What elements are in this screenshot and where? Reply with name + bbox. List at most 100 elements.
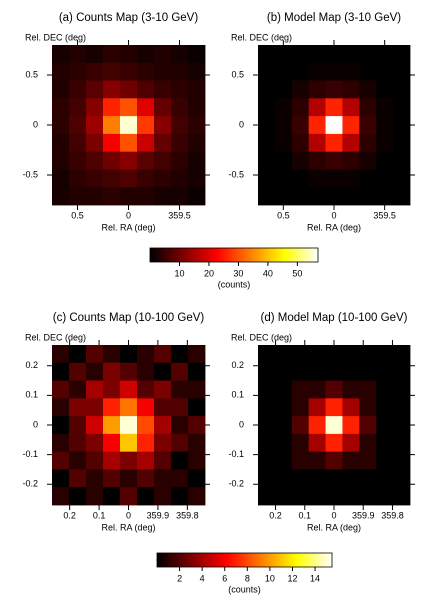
heatmap-cell xyxy=(103,80,121,99)
heatmap-cell xyxy=(342,451,360,470)
colorbar-tick-label: 20 xyxy=(204,268,214,278)
heatmap-cell xyxy=(69,133,87,153)
heatmap-cell xyxy=(291,151,310,170)
y-tick-label: -0.5 xyxy=(22,169,38,179)
heatmap-cell xyxy=(52,169,70,188)
heatmap-cell xyxy=(393,98,411,117)
chart-title: (b) Model Map (3-10 GeV) xyxy=(267,12,401,24)
heatmap-cell xyxy=(154,469,172,488)
heatmap-cell xyxy=(69,98,87,117)
heatmap-cell xyxy=(325,62,343,81)
heatmap-cell xyxy=(359,80,377,99)
colorbar-tick-label: 6 xyxy=(222,573,227,583)
heatmap-cell xyxy=(171,169,189,188)
x-tick-label: 0 xyxy=(331,510,336,520)
y-tick-label: 0 xyxy=(239,419,244,429)
heatmap-cell xyxy=(359,469,377,488)
heatmap-cell xyxy=(120,133,138,153)
heatmap-cell xyxy=(393,398,411,417)
heatmap-cell xyxy=(291,451,310,470)
heatmap-cell xyxy=(342,169,360,188)
heatmap-cell xyxy=(137,487,155,506)
heatmap-cell xyxy=(393,116,411,135)
heatmap-cell xyxy=(86,362,104,381)
heatmap-cell xyxy=(52,380,70,399)
heatmap-cell xyxy=(120,469,138,488)
heatmap-cell xyxy=(291,45,310,64)
heatmap-cell xyxy=(342,380,360,399)
x-axis-label: Rel. RA (deg) xyxy=(307,222,361,232)
heatmap-cell xyxy=(325,45,343,64)
heatmap-cell xyxy=(154,398,172,417)
heatmap-cell xyxy=(274,133,293,153)
heatmap-cell xyxy=(188,169,206,188)
heatmap-cell xyxy=(154,62,172,81)
heatmap-cell xyxy=(258,416,276,435)
colorbar-tick-label: 50 xyxy=(292,268,302,278)
heatmap-cell xyxy=(393,45,411,64)
heatmap-cell xyxy=(359,133,377,153)
heatmap-cell xyxy=(120,433,138,453)
heatmap-cell xyxy=(188,433,206,453)
heatmap-cell xyxy=(359,62,377,81)
y-tick-label: 0 xyxy=(33,419,38,429)
heatmap-cell xyxy=(103,433,121,453)
y-tick-label: 0.2 xyxy=(231,360,244,370)
heatmap-cell xyxy=(52,151,70,170)
heatmap-cell xyxy=(154,380,172,399)
heatmap-cell xyxy=(137,116,155,135)
heatmap-cell xyxy=(188,451,206,470)
heatmap-cell xyxy=(342,487,360,506)
heatmap-cell xyxy=(274,45,293,64)
heatmap-cell xyxy=(308,380,326,399)
heatmap-cell xyxy=(308,116,326,135)
heatmap-cell xyxy=(376,80,394,99)
heatmap-cell xyxy=(103,187,121,206)
heatmap-cell xyxy=(86,380,104,399)
y-tick-label: 0.1 xyxy=(25,390,38,400)
heatmap-cell xyxy=(325,380,343,399)
heatmap-cell xyxy=(258,151,276,170)
heatmap-cell xyxy=(154,169,172,188)
heatmap-cell xyxy=(120,45,138,64)
heatmap-cell xyxy=(376,187,394,206)
heatmap-cell xyxy=(137,398,155,417)
colorbar-label: (counts) xyxy=(228,584,261,594)
heatmap-cell xyxy=(308,362,326,381)
heatmap-cell xyxy=(325,116,343,135)
heatmap-cell xyxy=(376,451,394,470)
chart-title: (a) Counts Map (3-10 GeV) xyxy=(59,12,199,24)
heatmap-cell xyxy=(258,62,276,81)
heatmap-cell xyxy=(342,98,360,117)
colorbar-tick-label: 30 xyxy=(233,268,243,278)
heatmap-cell xyxy=(137,133,155,153)
heatmap-cell xyxy=(120,487,138,506)
heatmap-cell xyxy=(291,487,310,506)
heatmap-cell xyxy=(120,151,138,170)
heatmap-cell xyxy=(342,362,360,381)
heatmap-cell xyxy=(376,398,394,417)
heatmap-cell xyxy=(393,133,411,153)
heatmap-cell xyxy=(359,98,377,117)
heatmap-cell xyxy=(188,62,206,81)
heatmap-cell xyxy=(308,433,326,453)
heatmap-cell xyxy=(342,45,360,64)
heatmap-cell xyxy=(137,451,155,470)
x-tick-label: 359.8 xyxy=(381,510,404,520)
heatmap-cell xyxy=(188,398,206,417)
heatmap-cell xyxy=(86,433,104,453)
heatmap-cell xyxy=(342,116,360,135)
heatmap-cell xyxy=(52,398,70,417)
heatmap-cell xyxy=(69,451,87,470)
heatmap-cell xyxy=(274,151,293,170)
heatmap-cell xyxy=(188,345,206,364)
heatmap-cell xyxy=(258,487,276,506)
heatmap-cell xyxy=(325,487,343,506)
x-tick-label: 0 xyxy=(126,210,131,220)
heatmap-cell xyxy=(308,151,326,170)
heatmap-cell xyxy=(342,80,360,99)
heatmap-cell xyxy=(171,98,189,117)
heatmap-cell xyxy=(342,469,360,488)
heatmap-cell xyxy=(188,45,206,64)
heatmap-cell xyxy=(137,416,155,435)
